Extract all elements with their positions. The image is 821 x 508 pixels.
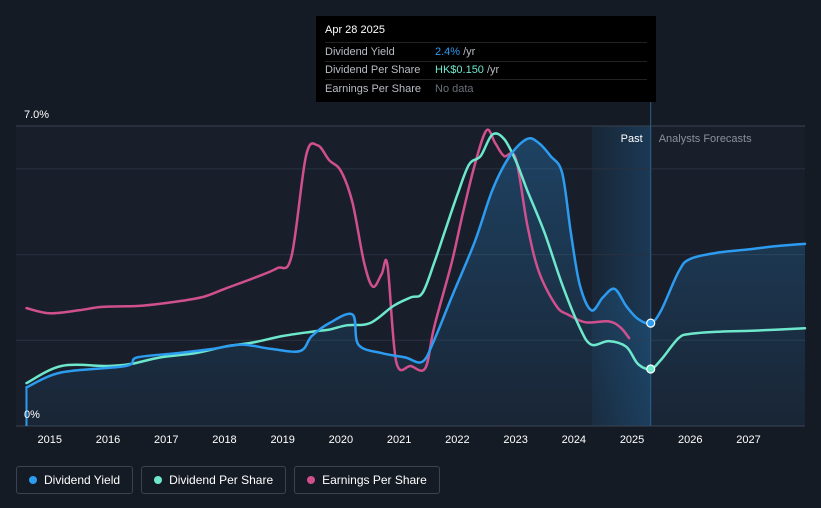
x-tick-label: 2022 [445, 434, 469, 446]
tooltip-row-dividend-yield: Dividend Yield 2.4% /yr [325, 42, 647, 61]
hover-tooltip: Apr 28 2025 Dividend Yield 2.4% /yr Divi… [316, 16, 656, 102]
tooltip-unit: /yr [486, 64, 500, 77]
legend-dot-icon [29, 476, 37, 484]
tooltip-row-dividend-per-share: Dividend Per Share HK$0.150 /yr [325, 60, 647, 80]
region-label-forecast: Analysts Forecasts [659, 133, 752, 145]
x-tick-label: 2016 [96, 434, 120, 446]
legend-item-dividend-per-share[interactable]: Dividend Per Share [141, 466, 287, 494]
y-tick-label-top: 7.0% [24, 109, 49, 121]
tooltip-label: Earnings Per Share [325, 82, 421, 95]
chart-legend: Dividend Yield Dividend Per Share Earnin… [16, 466, 440, 494]
marker-dividend-per-share [646, 364, 656, 374]
x-axis-labels: 2015 2016 2017 2018 2019 2020 2021 2022 2023 2024… [38, 434, 761, 446]
y-tick-label-bottom: 0% [24, 409, 40, 421]
x-tick-label: 2021 [387, 434, 411, 446]
x-tick-label: 2026 [678, 434, 702, 446]
marker-dividend-yield [646, 318, 656, 328]
tooltip-label: Dividend Per Share [325, 64, 421, 77]
tooltip-value: No data [435, 82, 474, 95]
x-tick-label: 2025 [620, 434, 644, 446]
x-tick-label: 2027 [736, 434, 760, 446]
x-tick-label: 2017 [154, 434, 178, 446]
series-areas [25, 138, 805, 426]
legend-label: Dividend Yield [44, 473, 121, 487]
legend-dot-icon [307, 476, 316, 484]
line-dividend-yield [25, 136, 807, 389]
tooltip-unit: /yr [463, 45, 476, 58]
area-dividend-yield [26, 138, 805, 426]
tooltip-row-earnings-per-share: Earnings Per Share No data [325, 79, 647, 98]
x-tick-label: 2018 [212, 434, 236, 446]
x-tick-label: 2015 [38, 434, 62, 446]
legend-label: Earnings Per Share [322, 473, 427, 487]
tooltip-label: Dividend Yield [325, 45, 395, 58]
series-lines [25, 128, 807, 389]
line-earnings-per-share [25, 128, 631, 372]
x-tick-label: 2019 [270, 434, 294, 446]
x-tick-label: 2023 [503, 434, 527, 446]
region-label-past: Past [621, 133, 643, 145]
legend-label: Dividend Per Share [169, 473, 274, 487]
tooltip-value: 2.4% [435, 45, 461, 58]
x-tick-label: 2020 [329, 434, 353, 446]
legend-item-earnings-per-share[interactable]: Earnings Per Share [294, 466, 440, 494]
y-axis-labels: 7.0% 0% [24, 109, 49, 421]
series-markers [646, 318, 656, 374]
tooltip-date: Apr 28 2025 [325, 24, 385, 36]
x-tick-label: 2024 [562, 434, 586, 446]
legend-dot-icon [154, 476, 163, 484]
legend-item-dividend-yield[interactable]: Dividend Yield [16, 466, 134, 494]
tooltip-value: HK$0.150 [435, 64, 484, 77]
